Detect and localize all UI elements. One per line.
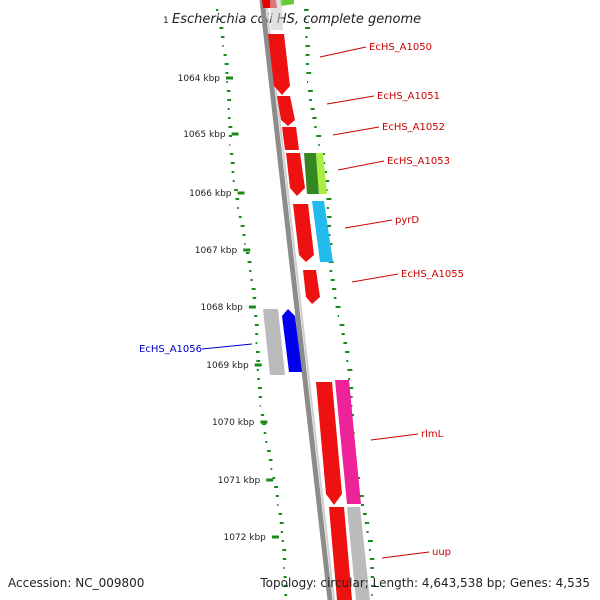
gene-feature-pyrd-cyan[interactable]	[312, 201, 333, 262]
gene-label[interactable]: rlmL	[421, 429, 444, 440]
gene-feature-echs-a1052[interactable]	[282, 127, 299, 150]
axis-tick-label: 1065 kbp	[183, 130, 226, 140]
axis-tick-label: 1072 kbp	[223, 533, 266, 543]
gene-feature-echs-a1056-blue[interactable]	[282, 309, 302, 372]
gene-label-connector	[201, 343, 253, 350]
axis-tick-label: 1071 kbp	[218, 476, 261, 486]
gene-label-connector	[332, 126, 380, 136]
gene-feature-pyrd-red[interactable]	[293, 204, 314, 262]
gene-feature-echs-a1053-lime[interactable]	[316, 153, 327, 194]
gene-feature-uup-red[interactable]	[329, 507, 352, 600]
gene-feature-echs-a1050[interactable]	[268, 34, 290, 95]
gene-label-connector	[381, 551, 430, 559]
axis-tick-label: 1064 kbp	[178, 74, 221, 84]
gene-feature-uup-grey[interactable]	[347, 507, 370, 600]
gene-feature-echs-a1053-green[interactable]	[304, 153, 319, 194]
axis-tick-label: 1067 kbp	[195, 246, 238, 256]
accession-text: Accession: NC_009800	[8, 576, 144, 590]
axis-tick-label: 1068 kbp	[200, 303, 243, 313]
axis-tick-label: 1069 kbp	[206, 361, 249, 371]
axis-tick-label: 1070 kbp	[212, 418, 255, 428]
gene-feature[interactable]	[280, 0, 294, 6]
gene-feature-echs-a1056-grey[interactable]	[263, 309, 285, 375]
gene-label-connector	[337, 160, 385, 171]
gene-label-connector	[344, 219, 393, 229]
topology-text: Topology: circular; Length: 4,643,538 bp…	[259, 576, 590, 590]
gene-label-connector	[319, 46, 367, 58]
title-prefix: 1	[163, 16, 169, 26]
gene-label[interactable]: EcHS_A1053	[387, 156, 450, 167]
axis-tick-label: 1066 kbp	[189, 189, 232, 199]
map-title: Escherichia coli HS, complete genome	[172, 12, 421, 27]
gene-labels: EcHS_A1050 EcHS_A1051 EcHS_A1052 EcHS_A1053…	[139, 42, 464, 559]
gene-label[interactable]: EcHS_A1052	[382, 122, 445, 133]
gene-feature-rlml-pink[interactable]	[335, 380, 361, 504]
gene-label[interactable]: EcHS_A1056	[139, 344, 202, 355]
gene-feature[interactable]	[270, 0, 283, 30]
gene-features	[262, 0, 370, 600]
genome-backbone	[259, 0, 333, 600]
gene-label-connector	[326, 95, 375, 105]
gene-label[interactable]: EcHS_A1051	[377, 91, 440, 102]
gene-label[interactable]: uup	[432, 547, 451, 558]
gene-feature-rlml-red[interactable]	[316, 382, 342, 505]
axis-ticks: 1064 kbp 1065 kbp 1066 kbp 1067 kbp 1068 kbp…	[178, 74, 279, 543]
gc-content-track-left	[216, 9, 288, 596]
gene-label[interactable]: pyrD	[395, 215, 419, 226]
genome-backbone-highlight	[265, 0, 335, 600]
gene-feature-echs-a1055[interactable]	[303, 270, 320, 304]
gene-label-connector	[351, 273, 399, 283]
gene-feature-echs-a1051[interactable]	[277, 96, 295, 126]
gene-label[interactable]: EcHS_A1055	[401, 269, 464, 280]
gene-label[interactable]: EcHS_A1050	[369, 42, 432, 53]
gene-label-connector	[370, 433, 419, 441]
gene-feature-echs-a1053-red[interactable]	[286, 153, 305, 196]
